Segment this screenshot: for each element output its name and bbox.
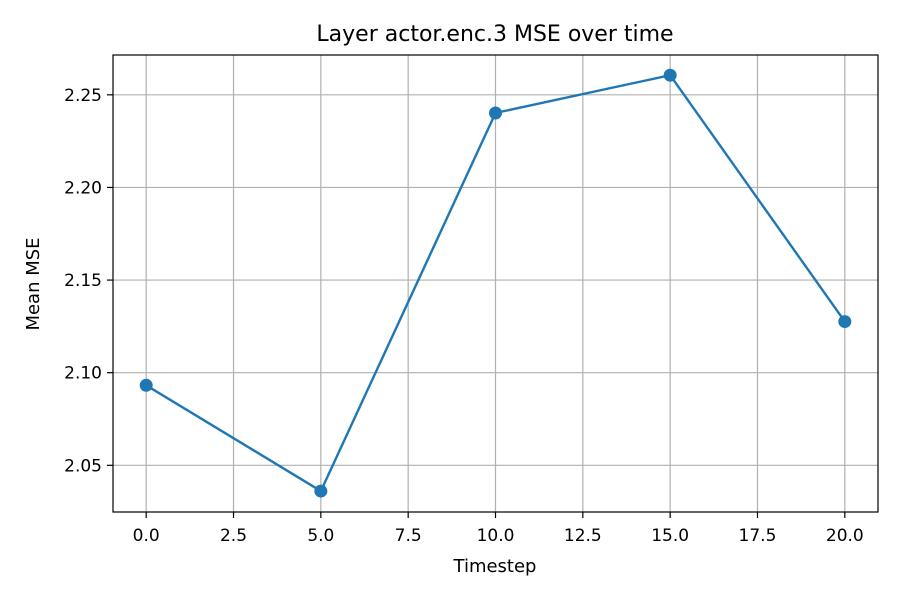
y-tick-label: 2.05	[64, 456, 102, 476]
data-point	[663, 68, 677, 82]
x-axis-label: Timestep	[453, 556, 537, 577]
axis-ticks: 0.0 2.5 5.0 7.5 10.0 12.5 15.0 17.5 20.0 2.05 2.10…	[64, 86, 864, 546]
x-tick-label: 10.0	[477, 526, 515, 546]
y-tick-label: 2.25	[64, 86, 102, 106]
series-layer	[139, 68, 852, 498]
x-tick-label: 5.0	[307, 526, 334, 546]
data-point	[314, 484, 328, 498]
data-point	[139, 378, 153, 392]
x-tick-label: 7.5	[395, 526, 422, 546]
y-tick-label: 2.10	[64, 364, 102, 384]
x-tick-label: 15.0	[651, 526, 689, 546]
x-tick-label: 20.0	[826, 526, 864, 546]
y-axis-label: Mean MSE	[23, 237, 44, 330]
x-tick-label: 0.0	[133, 526, 160, 546]
grid	[113, 55, 878, 512]
data-point	[838, 315, 852, 329]
y-tick-label: 2.15	[64, 271, 102, 291]
chart-title: Layer actor.enc.3 MSE over time	[316, 22, 673, 47]
x-tick-label: 17.5	[739, 526, 777, 546]
x-tick-label: 12.5	[564, 526, 602, 546]
x-tick-label: 2.5	[220, 526, 247, 546]
data-point	[489, 106, 502, 120]
y-tick-label: 2.20	[64, 178, 102, 198]
